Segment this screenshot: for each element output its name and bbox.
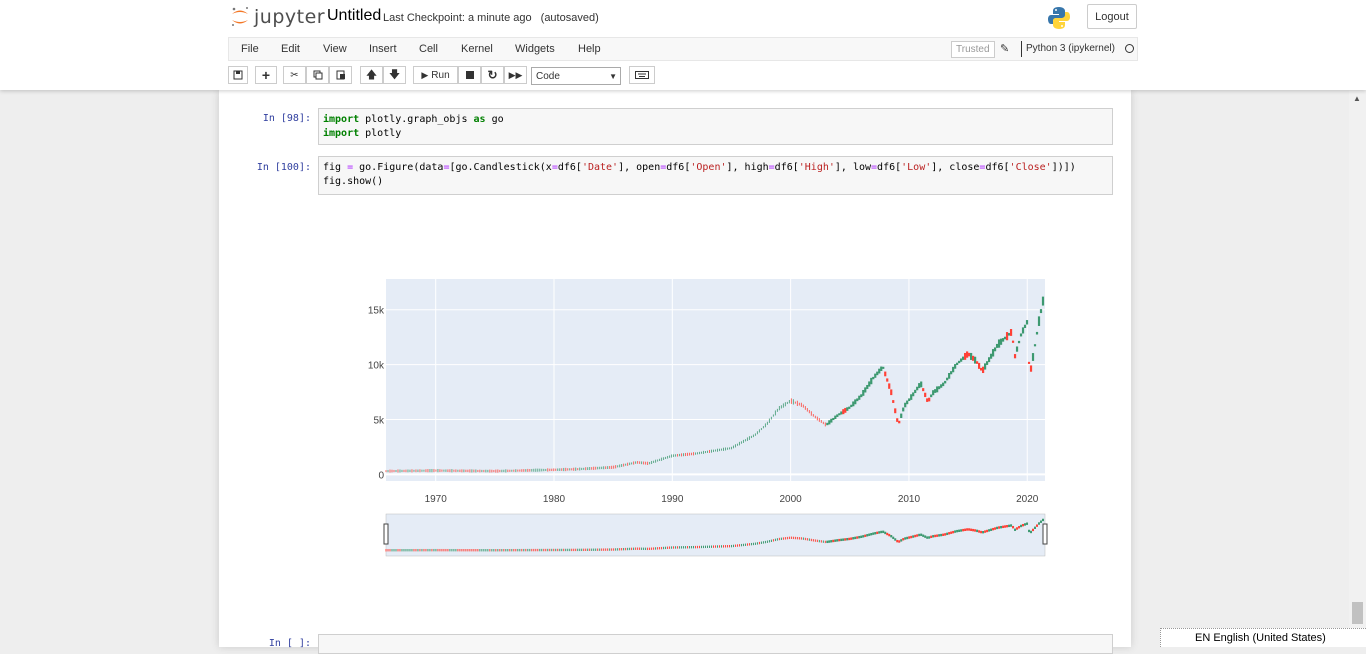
- jupyter-logo-icon: [232, 7, 248, 26]
- empty-code-cell-input[interactable]: [318, 634, 1113, 654]
- candlestick-chart[interactable]: 1970 1980 1990 2000 2010 2020 0 5k 10k 15k: [219, 270, 1131, 650]
- move-down-button[interactable]: 🡇: [383, 66, 406, 84]
- jupyter-logo-text: jupyter: [254, 6, 326, 28]
- x-tick-label: 2020: [1016, 494, 1039, 505]
- menu-insert[interactable]: Insert: [369, 43, 397, 55]
- cell-prompt: In [98]:: [262, 113, 311, 124]
- y-tick-label: 15k: [368, 306, 385, 317]
- plot-area: [386, 279, 1045, 481]
- range-slider-left-handle: [383, 523, 389, 545]
- insert-cell-button[interactable]: +: [255, 66, 277, 84]
- trusted-indicator[interactable]: Trusted: [951, 41, 995, 58]
- arrow-down-icon: 🡇: [388, 68, 401, 81]
- jupyter-logo[interactable]: jupyter: [230, 5, 325, 29]
- play-icon: ▶: [421, 69, 429, 80]
- checkpoint-status: Last Checkpoint: a minute ago (autosaved…: [383, 12, 599, 24]
- input-language-tooltip: EN English (United States): [1160, 628, 1366, 647]
- y-tick-label: 5k: [373, 416, 385, 427]
- menu-view[interactable]: View: [323, 43, 347, 55]
- stop-icon: [465, 71, 474, 79]
- scroll-up-arrow-icon[interactable]: ▲: [1353, 94, 1361, 103]
- save-icon: [233, 70, 243, 80]
- menu-file[interactable]: File: [241, 43, 259, 55]
- menu-bar: File Edit View Insert Cell Kernel Widget…: [228, 37, 1138, 61]
- cell-type-value: Code: [536, 70, 560, 82]
- autosave-status: (autosaved): [540, 12, 599, 24]
- top-bar: jupyter Untitled Last Checkpoint: a minu…: [0, 0, 1366, 36]
- restart-icon: ↻: [487, 68, 498, 82]
- cell-type-select[interactable]: Code ▼: [531, 67, 621, 85]
- plus-icon: +: [261, 67, 271, 83]
- kernel-idle-indicator-icon: [1125, 44, 1134, 53]
- menu-help[interactable]: Help: [578, 43, 601, 55]
- x-tick-label: 1990: [661, 494, 684, 505]
- x-tick-label: 2010: [898, 494, 921, 505]
- cell-prompt: In [ ]:: [268, 638, 311, 649]
- page-scrollbar[interactable]: ▲: [1349, 90, 1366, 647]
- range-slider-right-handle: [1042, 523, 1048, 545]
- command-palette-button[interactable]: [629, 66, 655, 84]
- notebook-name[interactable]: Untitled: [327, 7, 382, 24]
- menu-kernel[interactable]: Kernel: [461, 43, 493, 55]
- save-button[interactable]: [228, 66, 248, 84]
- y-tick-label: 0: [378, 470, 384, 481]
- edit-mode-pencil-icon: ✎: [1000, 43, 1010, 55]
- notebook-toolbar: + ✂ 🡅 🡇 ▶ Run ↻ ▶▶ Code ▼: [228, 64, 1128, 88]
- paste-button[interactable]: [329, 66, 352, 84]
- x-tick-label: 1970: [425, 494, 448, 505]
- arrow-up-icon: 🡅: [365, 68, 378, 81]
- cell-prompt: In [100]:: [256, 162, 311, 173]
- x-tick-label: 1980: [543, 494, 566, 505]
- keyboard-icon: [635, 71, 649, 79]
- code-cell-input[interactable]: import plotly.graph_objs as go import pl…: [318, 108, 1113, 145]
- restart-button[interactable]: ↻: [481, 66, 504, 84]
- checkpoint-text: Last Checkpoint: a minute ago: [383, 12, 532, 24]
- code-cell-input[interactable]: fig = go.Figure(data=[go.Candlestick(x=d…: [318, 156, 1113, 195]
- copy-button[interactable]: [306, 66, 329, 84]
- restart-run-all-button[interactable]: ▶▶: [504, 66, 527, 84]
- fast-forward-icon: ▶▶: [508, 69, 523, 80]
- python-logo-icon: [1046, 5, 1072, 34]
- x-tick-label: 2000: [780, 494, 803, 505]
- paste-icon: [336, 70, 345, 80]
- notebook-header: jupyter Untitled Last Checkpoint: a minu…: [0, 0, 1366, 90]
- kernel-divider: [1021, 41, 1022, 57]
- chevron-down-icon: ▼: [609, 71, 617, 81]
- notebook-container: In [98]: import plotly.graph_objs as go …: [219, 90, 1131, 654]
- scrollbar-thumb[interactable]: [1352, 602, 1363, 624]
- kernel-name[interactable]: Python 3 (ipykernel): [1026, 43, 1115, 54]
- copy-icon: [313, 70, 322, 80]
- move-up-button[interactable]: 🡅: [360, 66, 383, 84]
- cut-button[interactable]: ✂: [283, 66, 306, 84]
- menu-widgets[interactable]: Widgets: [515, 43, 555, 55]
- menu-cell[interactable]: Cell: [419, 43, 438, 55]
- run-button-label: Run: [431, 69, 450, 81]
- y-tick-label: 10k: [368, 361, 385, 372]
- run-button[interactable]: ▶ Run: [413, 66, 458, 84]
- scissors-icon: ✂: [290, 69, 299, 81]
- menu-edit[interactable]: Edit: [281, 43, 300, 55]
- interrupt-button[interactable]: [458, 66, 481, 84]
- logout-button[interactable]: Logout: [1087, 4, 1137, 29]
